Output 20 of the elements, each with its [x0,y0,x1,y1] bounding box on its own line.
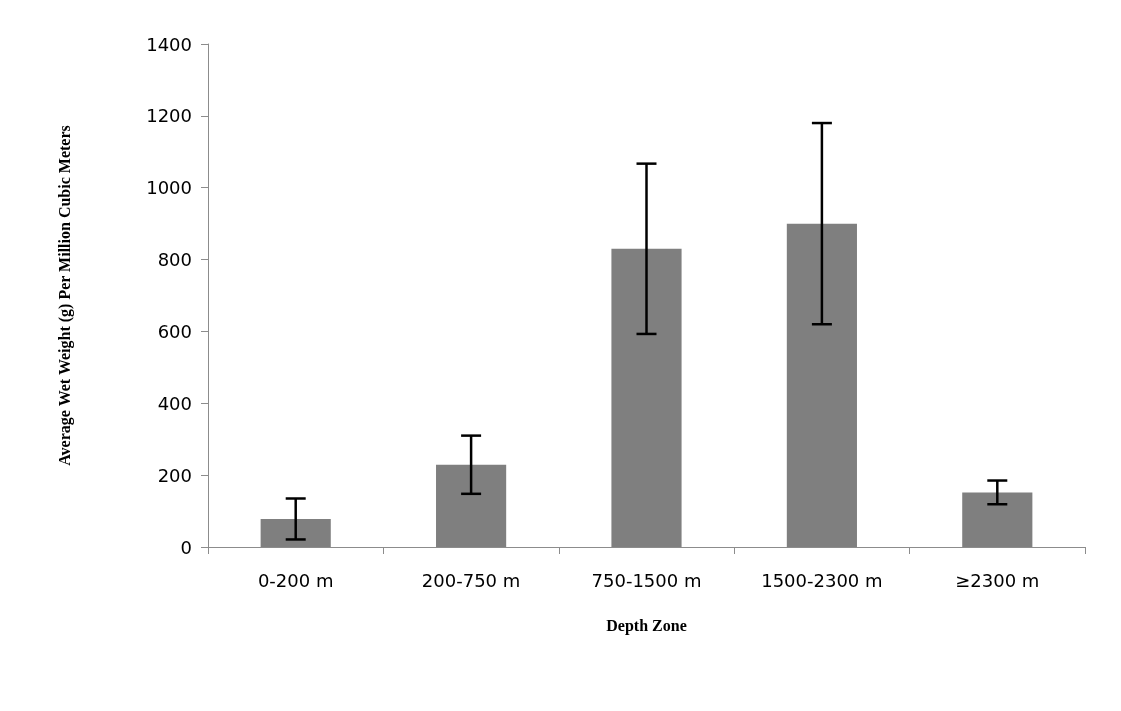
y-tick-label: 400 [157,392,192,414]
x-tick-label: 1500-2300 m [761,569,883,591]
y-tick-label: 600 [157,320,192,342]
x-tick-label: 0-200 m [257,569,334,591]
x-tick-label: ≥2300 m [955,569,1040,591]
x-axis-title: Depth Zone [606,616,687,635]
y-tick-label: 800 [157,249,192,271]
y-tick-label: 1200 [146,105,192,127]
bar [611,248,682,547]
bar [436,464,507,547]
bar [260,518,331,547]
x-tick-label: 200-750 m [421,569,521,591]
y-axis-title: Average Wet Weight (g) Per Million Cubic Meters [55,125,74,466]
y-tick-label: 1400 [146,33,192,55]
bar [962,492,1033,547]
bar [786,223,857,547]
y-tick-label: 200 [157,464,192,486]
x-tick-label: 750-1500 m [591,569,702,591]
y-tick-label: 0 [180,536,192,558]
y-tick-label: 1000 [146,177,192,199]
